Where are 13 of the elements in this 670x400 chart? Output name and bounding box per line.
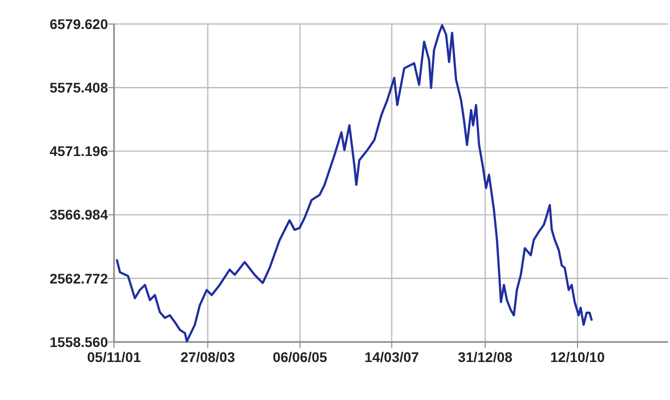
x-tick-label: 12/10/10 bbox=[550, 349, 605, 365]
x-tick-label: 14/03/07 bbox=[364, 349, 420, 365]
x-tick-label: 06/06/05 bbox=[272, 349, 328, 365]
y-tick-label: 3566.984 bbox=[50, 206, 108, 223]
y-tick-label: 5575.408 bbox=[50, 80, 108, 96]
line-series bbox=[116, 24, 593, 342]
x-tick-label: 31/12/08 bbox=[458, 349, 513, 365]
y-tick-label: 2562.772 bbox=[50, 270, 108, 286]
x-tick-label: 05/11/01 bbox=[87, 349, 142, 365]
y-tick-label: 4571.196 bbox=[50, 143, 108, 160]
x-tick-label: 27/08/03 bbox=[180, 349, 236, 365]
y-tick-label: 1558.560 bbox=[50, 334, 108, 350]
y-tick-label: 6579.620 bbox=[50, 16, 108, 32]
